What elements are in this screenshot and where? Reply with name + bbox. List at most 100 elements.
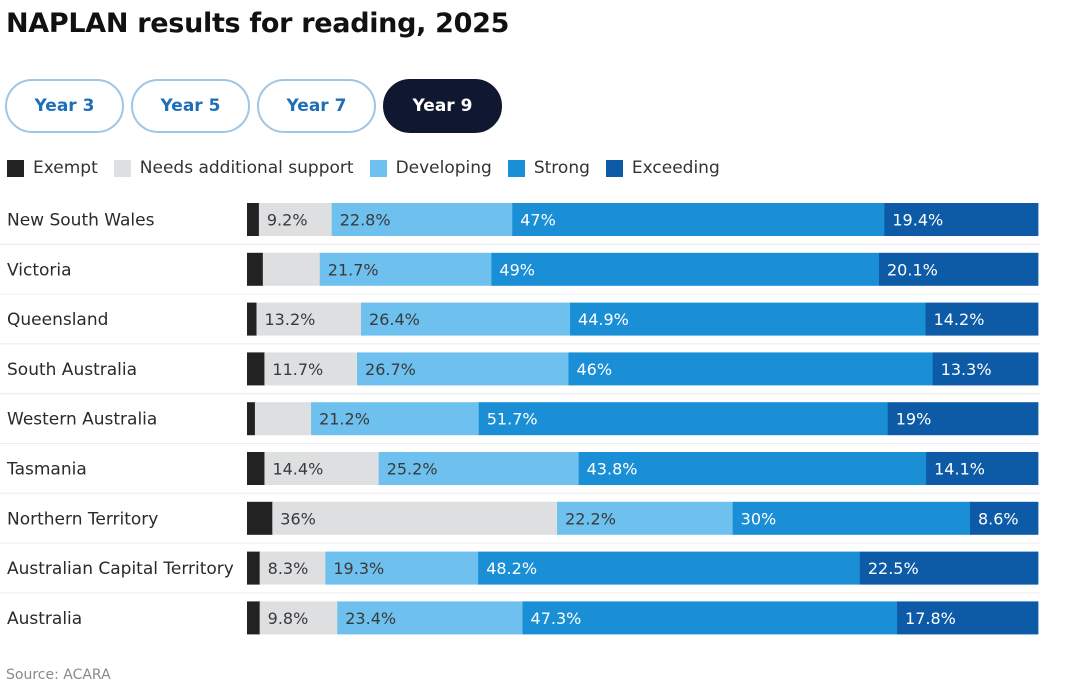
- category-label: Australia: [7, 609, 82, 629]
- legend-item-exempt: Exempt: [7, 158, 98, 178]
- data-label: 14.2%: [934, 310, 985, 329]
- bar-segment-strong: [568, 352, 934, 386]
- bar-segment-strong: [522, 601, 898, 635]
- bar-segment-exempt: [247, 402, 256, 436]
- data-label: 26.4%: [369, 310, 420, 329]
- legend-item-exceeding: Exceeding: [605, 158, 720, 178]
- bar-segment-needs-additional-support: [264, 452, 380, 485]
- tab-year-9[interactable]: Year 9: [383, 79, 502, 133]
- category-label: Victoria: [7, 260, 72, 280]
- tab-year-5[interactable]: Year 5: [131, 79, 250, 133]
- legend-label-developing: Developing: [395, 158, 492, 178]
- bar-segment-developing: [319, 252, 492, 286]
- legend-swatch-developing: [369, 159, 387, 177]
- legend-swatch-exempt: [7, 159, 24, 177]
- bar-segment-needs-additional-support: [259, 551, 326, 585]
- bar-segment-strong: [491, 252, 880, 286]
- data-label: 19.3%: [333, 559, 384, 578]
- data-label: 36%: [280, 509, 316, 528]
- source-note: Source: ACARA: [6, 667, 111, 683]
- data-label: 19.4%: [892, 211, 943, 230]
- bar-segment-developing: [337, 601, 523, 635]
- bar-segment-exempt: [247, 252, 264, 286]
- bar-segment-needs-additional-support: [259, 601, 338, 635]
- bar-segment-strong: [732, 501, 971, 535]
- bar-segment-exempt: [247, 601, 261, 635]
- bar-segment-exempt: [247, 203, 260, 236]
- category-label: Western Australia: [7, 410, 157, 430]
- legend-label-needs-support: Needs additional support: [139, 158, 354, 178]
- bar-segment-strong: [512, 203, 885, 236]
- data-label: 23.4%: [345, 609, 396, 628]
- data-label: 47.3%: [531, 609, 582, 628]
- legend-swatch-needs-support: [113, 159, 131, 177]
- bar-segment-exceeding: [884, 203, 1039, 236]
- data-label: 14.1%: [934, 460, 985, 479]
- category-label: Queensland: [7, 310, 108, 330]
- bar-segment-developing: [357, 352, 569, 386]
- bar-segment-exceeding: [897, 601, 1039, 635]
- bar-segment-exceeding: [859, 551, 1039, 585]
- bar-segment-developing: [361, 302, 571, 336]
- bar-segment-strong: [478, 551, 861, 585]
- legend-label-exempt: Exempt: [33, 158, 98, 178]
- data-label: 11.7%: [272, 360, 323, 379]
- data-label: 48.2%: [486, 559, 537, 578]
- data-label: 46%: [576, 360, 612, 379]
- data-label: 13.3%: [941, 360, 992, 379]
- bar-segment-exceeding: [926, 452, 1039, 485]
- data-label: 47%: [520, 211, 556, 230]
- bar-segment-needs-additional-support: [258, 203, 333, 236]
- bar-segment-developing: [325, 551, 479, 585]
- bar-segment-developing: [378, 452, 580, 485]
- data-label: 21.7%: [328, 260, 379, 279]
- bar-segment-exceeding: [925, 302, 1039, 336]
- bar-segment-developing: [557, 501, 734, 535]
- data-label: 51.7%: [487, 410, 538, 429]
- chart-title: NAPLAN results for reading, 2025: [6, 8, 510, 39]
- bar-segment-developing: [331, 203, 513, 236]
- data-label: 44.9%: [578, 310, 629, 329]
- stacked-bar-chart: New South Wales 9.2% 22.8% 47% 19.4% Victoria…: [0, 203, 1040, 635]
- data-label: 20.1%: [887, 260, 938, 279]
- data-label: 49%: [499, 260, 535, 279]
- bar-segment-strong: [478, 402, 889, 436]
- legend-label-exceeding: Exceeding: [631, 158, 720, 178]
- data-label: 43.8%: [587, 460, 638, 479]
- legend: Exempt Needs additional support Developi…: [7, 158, 736, 178]
- data-label: 22.5%: [868, 559, 919, 578]
- bar-segment-exempt: [247, 302, 257, 336]
- tab-year-3[interactable]: Year 3: [5, 79, 124, 133]
- legend-swatch-strong: [507, 159, 525, 177]
- bar-segment-exempt: [247, 501, 273, 535]
- data-label: 8.3%: [268, 559, 309, 578]
- bar-segment-needs-additional-support: [256, 302, 362, 336]
- tab-year-7[interactable]: Year 7: [257, 79, 376, 133]
- bar-segment-needs-additional-support: [262, 252, 321, 286]
- data-label: 25.2%: [387, 460, 438, 479]
- data-label: 22.2%: [565, 509, 616, 528]
- bar-segment-exempt: [247, 551, 261, 585]
- legend-item-developing: Developing: [369, 158, 492, 178]
- data-label: 9.8%: [268, 609, 309, 628]
- bar-segment-needs-additional-support: [264, 352, 358, 386]
- bar-segment-exceeding: [969, 501, 1039, 535]
- category-label: Tasmania: [6, 460, 87, 480]
- legend-item-strong: Strong: [507, 158, 590, 178]
- bar-segment-strong: [578, 452, 927, 485]
- bar-segment-exempt: [247, 352, 265, 386]
- data-label: 26.7%: [365, 360, 416, 379]
- bar-segment-exceeding: [879, 252, 1039, 286]
- bar-segment-developing: [311, 402, 480, 436]
- category-label: New South Wales: [7, 211, 155, 231]
- bar-segment-exempt: [247, 452, 265, 485]
- year-tabs: Year 3 Year 5 Year 7 Year 9: [5, 79, 502, 133]
- bar-segment-exceeding: [932, 352, 1039, 386]
- bar-segment-needs-additional-support: [272, 501, 558, 535]
- category-label: South Australia: [7, 360, 137, 380]
- data-label: 30%: [741, 509, 777, 528]
- legend-swatch-exceeding: [605, 159, 623, 177]
- data-label: 9.2%: [267, 211, 308, 230]
- category-label: Australian Capital Territory: [7, 559, 234, 579]
- data-label: 13.2%: [265, 310, 316, 329]
